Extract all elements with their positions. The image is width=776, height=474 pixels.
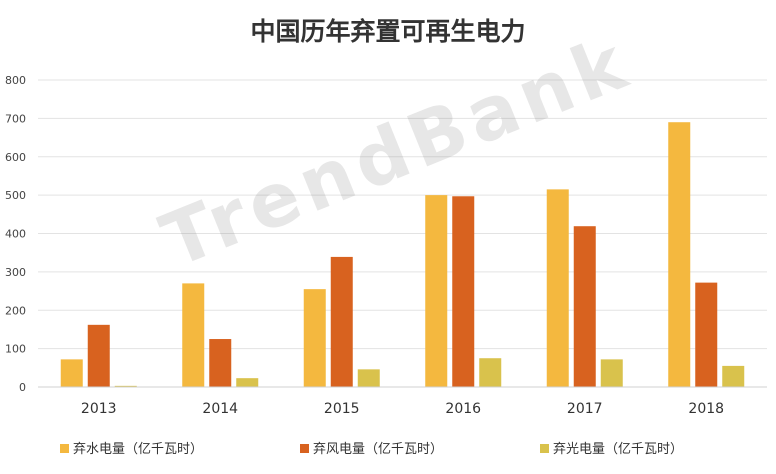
- chart-title: 中国历年弃置可再生电力: [250, 17, 526, 46]
- bar-wind-2016: [452, 196, 475, 387]
- bar-hydro-2018: [668, 122, 691, 388]
- y-tick-label: 100: [5, 343, 26, 356]
- legend-item-hydro: 弃水电量（亿千瓦时）: [60, 438, 203, 457]
- bar-solar-2017: [600, 359, 623, 387]
- legend-item-wind: 弃风电量（亿千瓦时）: [300, 438, 443, 457]
- legend-label-hydro: 弃水电量（亿千瓦时）: [73, 442, 204, 457]
- bar-hydro-2013: [60, 359, 83, 387]
- legend-swatch-hydro: [60, 444, 69, 453]
- bar-wind-2018: [695, 282, 718, 387]
- bar-wind-2017: [573, 226, 596, 387]
- bar-hydro-2014: [182, 283, 205, 387]
- y-tick-label: 300: [5, 266, 26, 279]
- bar-wind-2014: [209, 339, 232, 387]
- x-tick-label: 2013: [81, 401, 117, 417]
- legend-swatch-solar: [540, 444, 549, 453]
- bar-solar-2016: [479, 358, 502, 387]
- legend-label-solar: 弃光电量（亿千瓦时）: [553, 442, 684, 457]
- y-tick-label: 800: [5, 74, 26, 87]
- y-tick-label: 700: [5, 112, 26, 125]
- x-tick-label: 2014: [202, 401, 238, 417]
- y-tick-label: 400: [5, 228, 26, 241]
- y-tick-label: 200: [5, 304, 26, 317]
- bar-solar-2015: [357, 369, 380, 387]
- bar-solar-2013: [114, 385, 137, 387]
- y-tick-label: 500: [5, 189, 26, 202]
- bar-solar-2018: [722, 365, 745, 387]
- bar-hydro-2016: [425, 195, 448, 387]
- legend-label-wind: 弃风电量（亿千瓦时）: [313, 442, 444, 457]
- bar-wind-2013: [87, 324, 110, 387]
- legend-item-solar: 弃光电量（亿千瓦时）: [540, 438, 683, 457]
- x-tick-label: 2018: [688, 401, 724, 417]
- bar-wind-2015: [330, 256, 353, 387]
- y-tick-label: 0: [19, 381, 26, 394]
- y-tick-label: 600: [5, 151, 26, 164]
- bar-hydro-2017: [546, 189, 569, 387]
- x-tick-label: 2016: [445, 401, 481, 417]
- bar-hydro-2015: [303, 289, 326, 387]
- bar-solar-2014: [236, 378, 259, 387]
- legend: 弃水电量（亿千瓦时） 弃风电量（亿千瓦时） 弃光电量（亿千瓦时）: [0, 438, 776, 460]
- x-tick-label: 2017: [567, 401, 603, 417]
- x-tick-label: 2015: [324, 401, 360, 417]
- legend-swatch-wind: [300, 444, 309, 453]
